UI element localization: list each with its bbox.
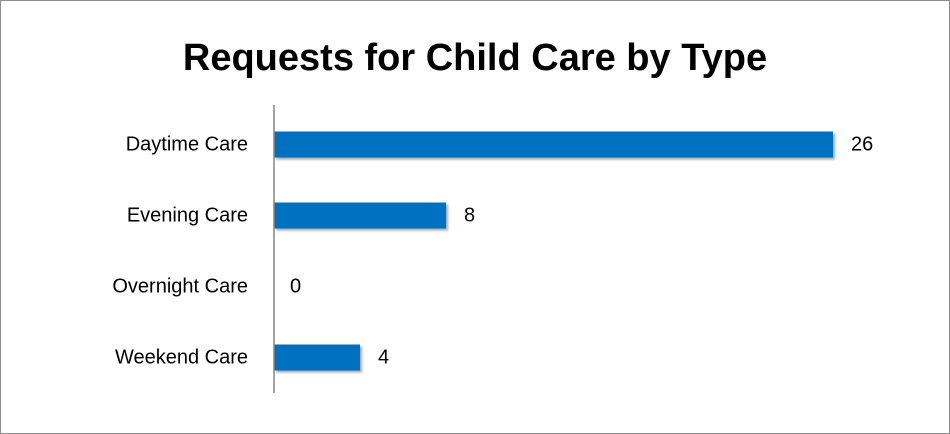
category-label-weekend-care: Weekend Care: [115, 347, 248, 369]
value-label-overnight-care: 0: [290, 276, 301, 298]
category-label-daytime-care: Daytime Care: [126, 134, 248, 156]
category-label-evening-care: Evening Care: [127, 205, 248, 227]
bar-evening-care: [274, 202, 446, 229]
chart-title: Requests for Child Care by Type: [182, 37, 768, 79]
value-label-weekend-care: 4: [378, 347, 389, 369]
category-label-overnight-care: Overnight Care: [112, 276, 248, 298]
bar-weekend-care: [274, 344, 360, 371]
bar-daytime-care: [274, 131, 833, 158]
value-label-evening-care: 8: [464, 205, 475, 227]
value-label-daytime-care: 26: [851, 134, 873, 156]
